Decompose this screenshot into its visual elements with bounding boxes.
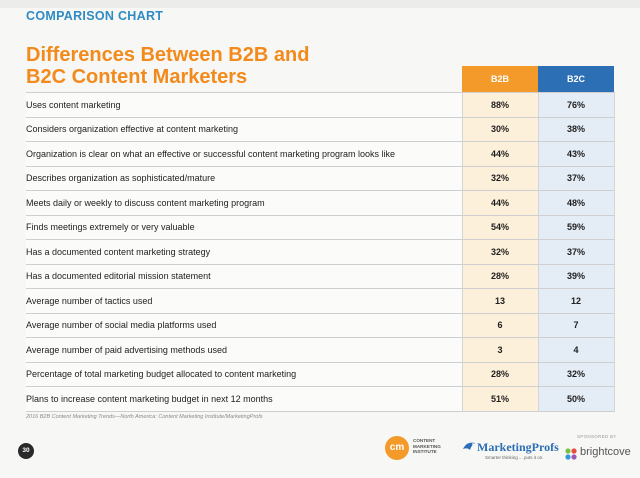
- table-row: Finds meetings extremely or very valuabl…: [26, 215, 615, 240]
- b2b-value: 88%: [461, 92, 538, 118]
- b2b-value: 6: [461, 313, 538, 338]
- row-label: Considers organization effective at cont…: [26, 117, 462, 142]
- row-label: Finds meetings extremely or very valuabl…: [26, 215, 462, 240]
- b2b-value: 13: [461, 288, 538, 314]
- column-header-b2b: B2B: [462, 66, 538, 93]
- comparison-table: B2B B2C Uses content marketing 88% 76% Cons…: [26, 66, 615, 412]
- brightcove-wordmark: brightcove: [580, 446, 631, 458]
- brightcove-logo-icon: [565, 448, 577, 460]
- table-row: Uses content marketing 88% 76%: [26, 92, 615, 118]
- table-row: Average number of social media platforms…: [26, 313, 615, 338]
- sponsor-block: SPONSORED BY brightcove: [563, 434, 635, 468]
- marketingprofs-logo: MarketingProfs Smarter thinking ... puts…: [461, 436, 561, 466]
- b2b-value: 44%: [461, 141, 538, 167]
- b2c-value: 37%: [537, 239, 615, 265]
- b2b-value: 32%: [461, 239, 538, 265]
- table-row: Percentage of total marketing budget all…: [26, 362, 615, 387]
- b2c-value: 4: [537, 337, 615, 363]
- table-row: Organization is clear on what an effecti…: [26, 141, 615, 167]
- b2c-value: 59%: [537, 215, 615, 240]
- table-row: Average number of tactics used 13 12: [26, 288, 615, 314]
- column-header-b2c: B2C: [538, 66, 614, 93]
- row-label: Average number of social media platforms…: [26, 313, 462, 338]
- b2b-value: 30%: [461, 117, 538, 142]
- row-label: Organization is clear on what an effecti…: [26, 141, 462, 167]
- row-label: Has a documented editorial mission state…: [26, 264, 462, 289]
- b2c-value: 7: [537, 313, 615, 338]
- source-note: 2016 B2B Content Marketing Trends—North …: [26, 414, 263, 420]
- cmi-wordmark: CONTENT MARKETING INSTITUTE: [413, 438, 441, 455]
- row-label: Plans to increase content marketing budg…: [26, 386, 462, 412]
- table-row: Meets daily or weekly to discuss content…: [26, 190, 615, 216]
- marketingprofs-tagline: Smarter thinking ... puts it on.: [485, 455, 544, 460]
- table-header-blank: [26, 66, 462, 93]
- table-body: Uses content marketing 88% 76% Considers or…: [26, 92, 615, 412]
- b2b-value: 28%: [461, 362, 538, 387]
- section-kicker: COMPARISON CHART: [26, 9, 164, 23]
- table-row: Average number of paid advertising metho…: [26, 337, 615, 363]
- b2c-value: 76%: [537, 92, 615, 118]
- b2c-value: 43%: [537, 141, 615, 167]
- row-label: Has a documented content marketing strat…: [26, 239, 462, 265]
- b2c-value: 37%: [537, 166, 615, 191]
- b2b-value: 3: [461, 337, 538, 363]
- table-row: Plans to increase content marketing budg…: [26, 386, 615, 412]
- page-number: 30: [18, 443, 34, 459]
- row-label: Percentage of total marketing budget all…: [26, 362, 462, 387]
- content-marketing-institute-logo: cm CONTENT MARKETING INSTITUTE: [385, 432, 465, 468]
- marketingprofs-bird-icon: [463, 442, 475, 450]
- b2b-value: 44%: [461, 190, 538, 216]
- b2c-value: 39%: [537, 264, 615, 289]
- b2b-value: 54%: [461, 215, 538, 240]
- top-band: [0, 0, 640, 8]
- b2c-value: 12: [537, 288, 615, 314]
- b2b-value: 51%: [461, 386, 538, 412]
- row-label: Describes organization as sophisticated/…: [26, 166, 462, 191]
- b2c-value: 32%: [537, 362, 615, 387]
- b2c-value: 38%: [537, 117, 615, 142]
- table-row: Has a documented editorial mission state…: [26, 264, 615, 289]
- page-title: Differences Between B2B and B2C Content …: [26, 44, 310, 88]
- b2b-value: 32%: [461, 166, 538, 191]
- b2b-value: 28%: [461, 264, 538, 289]
- sponsor-label: SPONSORED BY: [577, 434, 617, 439]
- table-row: Considers organization effective at cont…: [26, 117, 615, 142]
- marketingprofs-wordmark: MarketingProfs: [477, 440, 559, 454]
- row-label: Average number of tactics used: [26, 288, 462, 314]
- row-label: Average number of paid advertising metho…: [26, 337, 462, 363]
- row-label: Uses content marketing: [26, 92, 462, 118]
- cmi-badge-icon: cm: [385, 436, 409, 460]
- b2c-value: 48%: [537, 190, 615, 216]
- table-header-row: B2B B2C: [26, 66, 614, 93]
- row-label: Meets daily or weekly to discuss content…: [26, 190, 462, 216]
- footer-logos: cm CONTENT MARKETING INSTITUTE Marketing…: [385, 430, 635, 470]
- table-row: Has a documented content marketing strat…: [26, 239, 615, 265]
- table-row: Describes organization as sophisticated/…: [26, 166, 615, 191]
- b2c-value: 50%: [537, 386, 615, 412]
